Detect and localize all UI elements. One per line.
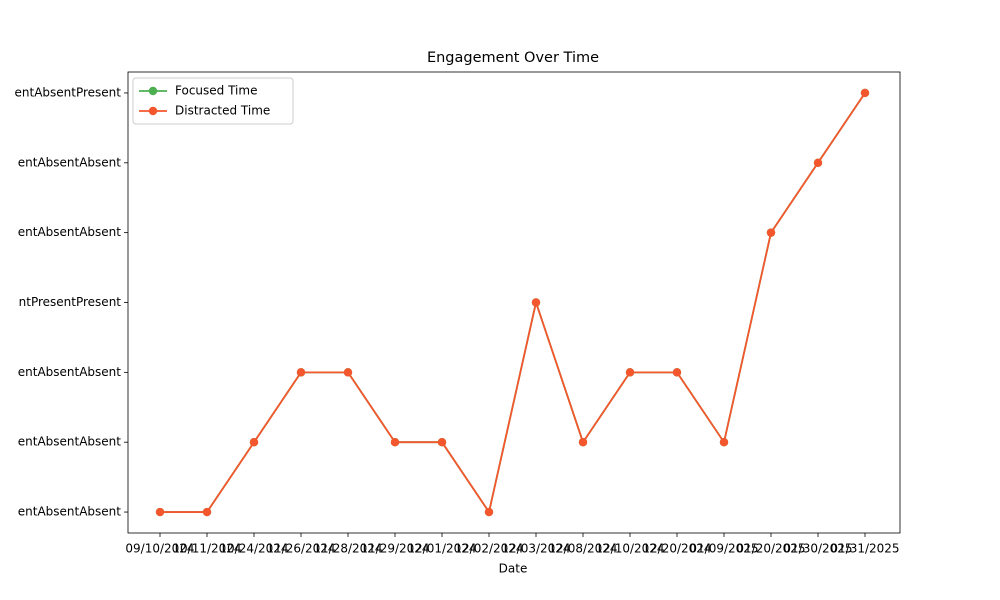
legend-marker — [148, 106, 158, 116]
x-tick-label: 10/11/2024 — [172, 542, 241, 556]
x-tick-label: 11/29/2024 — [360, 542, 429, 556]
y-tick-label: ntPresentPresent — [19, 295, 122, 309]
x-tick-label: 12/01/2024 — [407, 542, 476, 556]
x-tick-label: 01/31/2025 — [830, 542, 899, 556]
data-point — [390, 437, 400, 447]
x-tick-label: 12/10/2024 — [595, 542, 664, 556]
x-tick-label: 11/26/2024 — [266, 542, 335, 556]
x-axis-label: Date — [499, 562, 528, 576]
x-tick-label: 10/24/2024 — [219, 542, 288, 556]
x-tick-label: 12/20/2024 — [642, 542, 711, 556]
data-point — [672, 368, 682, 377]
data-point — [155, 507, 165, 517]
y-tick-label: entAbsentAbsent — [18, 225, 122, 239]
legend-box — [132, 77, 294, 125]
data-point — [578, 437, 588, 447]
y-tick-label: entAbsentAbsent — [18, 365, 122, 379]
legend-marker — [148, 86, 158, 96]
data-point — [719, 437, 729, 447]
data-point — [484, 507, 494, 517]
chart-title: Engagement Over Time — [427, 50, 599, 66]
data-point — [531, 298, 541, 307]
data-point — [202, 507, 212, 517]
data-point — [813, 158, 823, 168]
data-point — [343, 368, 353, 377]
x-tick-label: 01/20/2025 — [736, 542, 805, 556]
y-tick-label: entAbsentPresent — [15, 85, 122, 99]
data-point — [625, 368, 635, 377]
y-tick-label: entAbsentAbsent — [18, 435, 122, 449]
x-tick-label: 11/28/2024 — [313, 542, 382, 556]
series-line — [160, 92, 866, 515]
data-point — [296, 368, 306, 377]
legend-label: Focused Time — [175, 84, 257, 98]
x-tick-label: 01/30/2025 — [783, 542, 852, 556]
y-tick-label: entAbsentAbsent — [18, 155, 122, 169]
data-point — [249, 437, 259, 447]
data-point — [766, 228, 776, 237]
plot-frame — [127, 71, 901, 534]
legend-label: Distracted Time — [175, 104, 270, 118]
x-tick-label: 12/02/2024 — [454, 542, 523, 556]
data-point — [860, 88, 870, 98]
x-tick-label: 12/03/2024 — [501, 542, 570, 556]
x-tick-label: 09/10/2024 — [125, 542, 194, 556]
y-tick-label: entAbsentAbsent — [18, 505, 122, 519]
x-tick-label: 12/08/2024 — [548, 542, 617, 556]
data-point — [437, 437, 447, 447]
x-tick-label: 01/09/2025 — [689, 542, 758, 556]
